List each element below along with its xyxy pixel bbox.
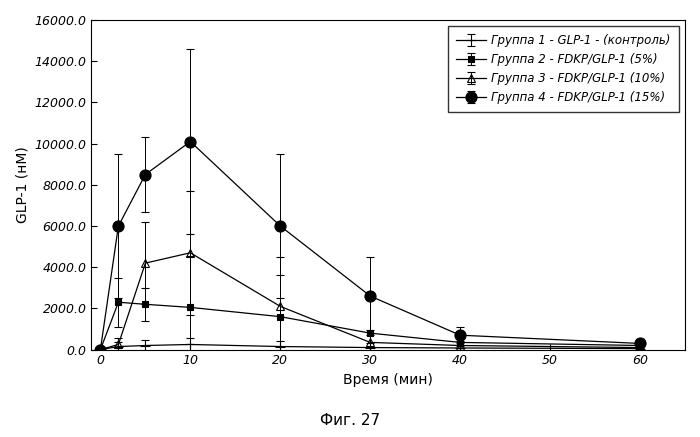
Text: Фиг. 27: Фиг. 27 [320, 413, 380, 428]
Y-axis label: GLP-1 (нМ): GLP-1 (нМ) [15, 146, 29, 223]
Legend: Группа 1 - GLP-1 - (контроль), Группа 2 - FDKP/GLP-1 (5%), Группа 3 - FDKP/GLP-1: Группа 1 - GLP-1 - (контроль), Группа 2 … [448, 26, 679, 112]
X-axis label: Время (мин): Время (мин) [343, 373, 433, 387]
